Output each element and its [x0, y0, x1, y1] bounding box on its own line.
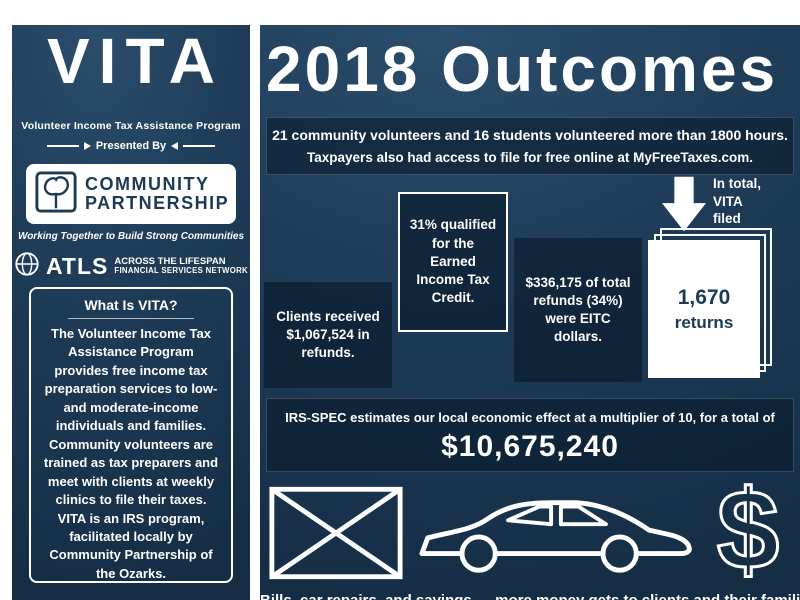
what-is-vita-box: What Is VITA? The Volunteer Income Tax A…: [29, 287, 233, 583]
atls-logo: ATLS ACROSS THE LIFESPAN FINANCIAL SERVI…: [12, 251, 250, 282]
logo-line-1: COMMUNITY: [85, 174, 210, 194]
in-total-line-1: In total,: [713, 176, 761, 191]
returns-card-stack: 1,670 returns: [648, 228, 772, 378]
page-title: 2018 Outcomes: [266, 33, 779, 105]
bottom-caption: Bills, car repairs, and savings — more m…: [260, 592, 800, 600]
economic-effect-line: IRS-SPEC estimates our local economic ef…: [285, 410, 775, 425]
intro-line-1: 21 community volunteers and 16 students …: [272, 127, 788, 143]
atls-acronym: ATLS: [46, 253, 109, 279]
what-is-vita-heading: What Is VITA?: [84, 297, 178, 313]
presented-by: Presented By: [12, 140, 250, 152]
stat-box-eitc-dollars: $336,175 of total refunds (34%) were EIT…: [514, 238, 642, 382]
divider: [68, 318, 194, 319]
logo-wordmark: COMMUNITY PARTNERSHIP: [85, 175, 229, 213]
returns-label: returns: [674, 312, 734, 332]
decorative-line: [183, 145, 216, 147]
logo-tagline: Working Together to Build Strong Communi…: [17, 231, 245, 242]
down-arrow-icon: [662, 173, 706, 240]
in-total-line-3: filed: [713, 211, 741, 227]
intro-box: 21 community volunteers and 16 students …: [266, 117, 794, 175]
stat-text: 31% qualified for the Earned Income Tax …: [409, 217, 497, 306]
arrow-right-icon: [83, 142, 91, 150]
envelope-icon: [268, 485, 404, 586]
dollar-sign-icon: $: [708, 466, 788, 598]
svg-text:$: $: [717, 473, 779, 592]
stat-box-refunds: Clients received $1,067,524 in refunds.: [264, 282, 392, 388]
economic-effect-box: IRS-SPEC estimates our local economic ef…: [266, 398, 794, 472]
in-total-callout: In total, VITA filed: [662, 173, 796, 240]
in-total-line-2: VITA: [713, 193, 743, 209]
program-acronym: VITA: [46, 25, 225, 97]
sidebar: VITA Volunteer Income Tax Assistance Pro…: [12, 25, 250, 600]
globe-icon: [14, 251, 40, 282]
what-is-vita-body: The Volunteer Income Tax Assistance Prog…: [43, 326, 219, 581]
economic-effect-amount: $10,675,240: [441, 430, 619, 463]
in-total-text: In total, VITA filed: [713, 173, 761, 240]
car-icon: [412, 487, 700, 586]
decorative-line: [46, 145, 79, 147]
logo-line-2: PARTNERSHIP: [85, 193, 230, 213]
presented-by-label: Presented By: [95, 140, 167, 152]
stat-box-eitc-qualified: 31% qualified for the Earned Income Tax …: [398, 192, 508, 332]
community-partnership-logo: COMMUNITY PARTNERSHIP: [26, 164, 236, 224]
arrow-left-icon: [171, 142, 179, 150]
atls-name-line-1: ACROSS THE LIFESPAN: [114, 255, 226, 267]
stat-text: Clients received $1,067,524 in refunds.: [276, 308, 380, 361]
atls-name: ACROSS THE LIFESPAN FINANCIAL SERVICES N…: [114, 255, 248, 277]
returns-card: 1,670 returns: [648, 240, 760, 378]
returns-count: 1,670: [677, 285, 731, 309]
program-subtitle: Volunteer Income Tax Assistance Program: [21, 120, 241, 132]
main-content: 2018 Outcomes 21 community volunteers an…: [260, 25, 800, 600]
intro-line-2: Taxpayers also had access to file for fr…: [307, 150, 753, 165]
tree-icon: [35, 170, 77, 218]
stat-text: $336,175 of total refunds (34%) were EIT…: [525, 274, 631, 345]
atls-name-line-2: FINANCIAL SERVICES NETWORK: [114, 266, 248, 276]
